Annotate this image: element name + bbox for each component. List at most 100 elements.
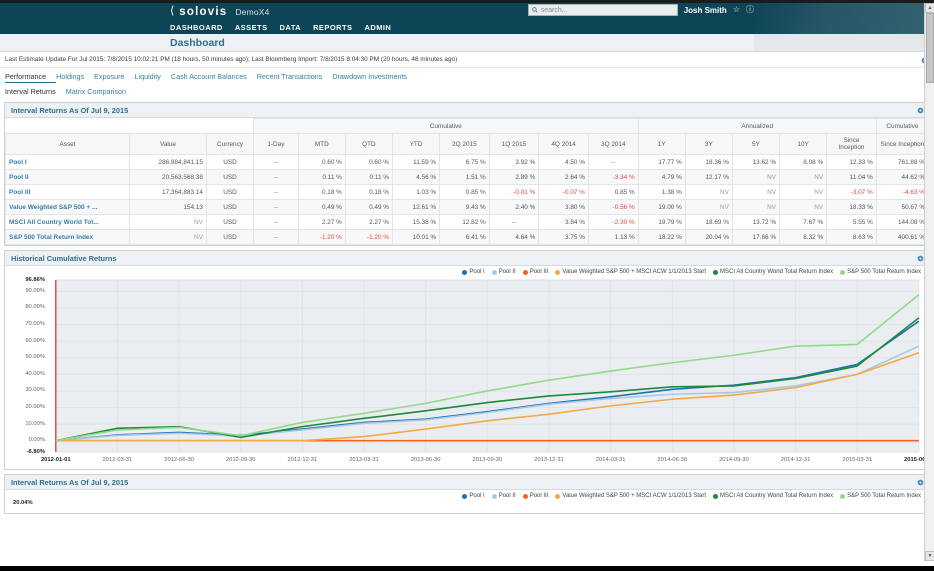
cell-asset[interactable]: Pool III	[4, 184, 131, 200]
tab-exposure[interactable]: Exposure	[94, 72, 125, 81]
chart-x-tick-label: 2013-09-30	[472, 457, 503, 463]
legend-item[interactable]: S&P 500 Total Return Index	[840, 493, 921, 499]
legend-item[interactable]: Value Weighted S&P 500 + MSCI ACW 1/1/20…	[555, 269, 706, 275]
search-input[interactable]: search...	[527, 4, 678, 16]
chart-x-tick-label: 2012-03-31	[102, 457, 133, 463]
cell-asset[interactable]: Value Weighted S&P 500 + ...	[4, 199, 131, 215]
chart-x-tick-label: 2014-09-30	[719, 457, 749, 463]
cell-asset[interactable]: Pool II	[4, 169, 131, 185]
chart-series-line	[55, 294, 920, 442]
cell-metric: -1.20 %	[344, 229, 393, 245]
table-row[interactable]: Value Weighted S&P 500 + ... 154.13 USD -- 0…	[4, 199, 930, 215]
cell-metric: 8.32 %	[779, 229, 828, 245]
chart-y-tick-label: 60.00%	[25, 337, 45, 344]
col-1y[interactable]: 1Y	[637, 133, 686, 155]
col-3q2014[interactable]: 3Q 2014	[587, 133, 639, 155]
historical-chart-body: Pool I Pool II Pool III Value Weighted S&P …	[5, 266, 934, 469]
table-row[interactable]: S&P 500 Total Return Index NV USD -- -1.20 %…	[4, 229, 930, 245]
cell-asset[interactable]: Pool I	[4, 154, 131, 170]
legend-item[interactable]: MSCI All Country World Total Return Inde…	[713, 493, 833, 499]
cell-metric: 7.67 %	[779, 214, 828, 230]
col-mtd[interactable]: MTD	[297, 133, 346, 155]
cell-metric: 4.50 %	[538, 154, 589, 170]
star-icon[interactable]: ☆	[732, 5, 740, 14]
col-since-inception-cum[interactable]: Since Inception	[875, 133, 930, 155]
cell-metric: NV	[684, 199, 733, 215]
legend-item[interactable]: Value Weighted S&P 500 + MSCI ACW 1/1/20…	[555, 493, 706, 499]
cell-currency: USD	[205, 199, 255, 215]
user-name-label[interactable]: Josh Smith	[683, 5, 727, 15]
scroll-up-arrow-icon[interactable]: ▲	[925, 3, 934, 13]
search-placeholder: search...	[540, 6, 568, 14]
col-1q2015[interactable]: 1Q 2015	[488, 133, 540, 155]
col-asset[interactable]: Asset	[4, 133, 131, 155]
subtab-matrix-comparison[interactable]: Matrix Comparison	[65, 87, 127, 96]
col-10y[interactable]: 10Y	[779, 133, 828, 155]
chart-y-tick-label: 10.00%	[25, 420, 45, 427]
cell-metric: -3.34 %	[587, 169, 639, 185]
bottom-chart-plot-area[interactable]: 20.04%	[5, 500, 929, 512]
cell-metric: 44.62 %	[875, 169, 930, 185]
col-1day[interactable]: 1-Day	[253, 133, 299, 155]
nav-item-admin[interactable]: ADMIN	[364, 22, 392, 32]
nav-item-assets[interactable]: ASSETS	[234, 22, 268, 32]
tab-drawdown-investments[interactable]: Drawdown Investments	[332, 72, 408, 81]
nav-item-reports[interactable]: REPORTS	[313, 22, 353, 32]
brand-logo[interactable]: ⟨ solovis DemoX4	[170, 3, 270, 20]
table-row[interactable]: Pool I 286,984,841.15 USD -- 0.60 % 0.60 % 11.…	[4, 154, 930, 170]
table-row[interactable]: Pool II 20,563,568.38 USD -- 0.11 % 0.11 % 4.5…	[4, 169, 930, 185]
col-value[interactable]: Value	[129, 133, 207, 155]
cell-value: 20,563,568.38	[129, 169, 207, 185]
chart-y-tick-label: 70.00%	[25, 321, 45, 328]
legend-item[interactable]: Pool II	[491, 269, 516, 275]
subtab-interval-returns[interactable]: Interval Returns	[5, 87, 56, 96]
col-2q2015[interactable]: 2Q 2015	[439, 133, 490, 155]
scrollbar-thumb[interactable]	[926, 13, 934, 83]
info-icon[interactable]: ⓘ	[746, 5, 754, 14]
chart-y-tick-label: 40.00%	[25, 370, 45, 377]
tab-performance[interactable]: Performance	[5, 72, 57, 83]
legend-swatch-icon	[462, 493, 468, 499]
cell-asset[interactable]: MSCI All Country World Tot...	[4, 214, 131, 230]
interval-returns-chart-gear-icon[interactable]	[917, 479, 924, 486]
col-since-inception-ann[interactable]: Since Inception	[826, 133, 877, 155]
nav-item-data[interactable]: DATA	[279, 22, 302, 32]
cell-metric: --	[253, 229, 299, 245]
cell-asset[interactable]: S&P 500 Total Return Index	[4, 229, 131, 245]
chart-x-tick-label: 2013-12-31	[534, 457, 564, 463]
cell-metric: 1.38 %	[637, 184, 686, 200]
vertical-scrollbar[interactable]: ▲ ▼	[924, 3, 934, 561]
chart-plot-area[interactable]: 96.86% 90.00% 80.00% 70.00% 60.00% 50.00% 40.0…	[5, 276, 929, 456]
legend-item[interactable]: Pool II	[491, 493, 516, 499]
tab-recent-transactions[interactable]: Recent Transactions	[256, 72, 323, 81]
col-5y[interactable]: 5Y	[731, 133, 781, 155]
scroll-down-arrow-icon[interactable]: ▼	[925, 551, 934, 561]
legend-item[interactable]: Pool I	[462, 493, 485, 499]
cell-metric: -0.07 %	[538, 184, 589, 200]
col-4q2014[interactable]: 4Q 2014	[538, 133, 589, 155]
tab-liquidity[interactable]: Liquidity	[134, 72, 161, 81]
col-3y[interactable]: 3Y	[684, 133, 733, 155]
nav-item-dashboard[interactable]: DASHBOARD	[170, 22, 223, 32]
legend-label: Pool III	[529, 493, 549, 499]
tab-cash-account-balances[interactable]: Cash Account Balances	[170, 72, 247, 81]
interval-returns-gear-icon[interactable]	[917, 107, 924, 114]
legend-item[interactable]: Pool III	[522, 493, 549, 499]
tab-holdings[interactable]: Holdings	[56, 72, 85, 81]
col-currency[interactable]: Currency	[205, 133, 255, 155]
legend-item[interactable]: Pool I	[462, 269, 485, 275]
legend-item[interactable]: Pool III	[522, 269, 548, 275]
legend-label: Pool I	[469, 269, 485, 275]
legend-item[interactable]: MSCI All Country World Total Return Inde…	[713, 269, 833, 275]
historical-chart-gear-icon[interactable]	[917, 255, 924, 262]
col-qtd[interactable]: QTD	[344, 133, 393, 155]
table-row[interactable]: MSCI All Country World Tot... NV USD -- 2.27…	[4, 214, 930, 230]
legend-label: S&P 500 Total Return Index	[847, 493, 921, 499]
chart-x-tick-label: 2012-12-31	[287, 457, 318, 463]
legend-item[interactable]: S&P 500 Total Return Index	[840, 269, 921, 275]
table-row[interactable]: Pool III 17,364,883.14 USD -- 0.18 % 0.18 % 1.…	[4, 184, 930, 200]
col-ytd[interactable]: YTD	[391, 133, 441, 155]
legend-label: S&P 500 Total Return Index	[847, 269, 921, 275]
cell-metric: 6.41 %	[439, 229, 490, 245]
top-bar: ⟨ solovis DemoX4 search... Josh Smith ☆ …	[0, 3, 934, 20]
